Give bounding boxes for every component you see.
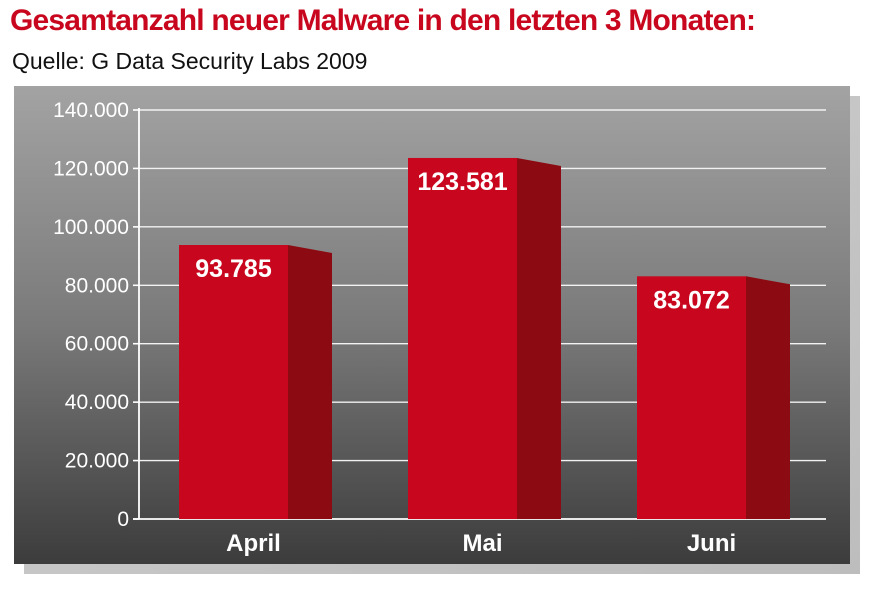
y-tick-label: 140.000	[53, 99, 129, 122]
y-tick-label: 80.000	[65, 274, 129, 297]
y-tick-label: 100.000	[53, 216, 129, 239]
y-tick-label: 0	[117, 508, 129, 531]
data-label: 93.785	[195, 255, 272, 283]
bar-side	[288, 245, 332, 519]
x-tick-label: April	[226, 530, 281, 557]
bar	[408, 157, 517, 520]
chart-title: Gesamtanzahl neuer Malware in den letzte…	[10, 4, 756, 37]
bar-side	[746, 276, 790, 519]
bar	[637, 276, 746, 519]
y-tick-label: 20.000	[65, 450, 129, 473]
x-tick-label: Mai	[462, 530, 502, 557]
y-tick-label: 40.000	[65, 391, 129, 414]
data-label: 83.072	[653, 286, 729, 314]
bar-side	[517, 157, 561, 520]
y-tick-label: 60.000	[65, 333, 129, 356]
y-tick-label: 120.000	[53, 157, 129, 180]
data-label: 123.581	[417, 168, 507, 196]
chart-subtitle: Quelle: G Data Security Labs 2009	[12, 48, 368, 74]
bar	[179, 245, 288, 519]
x-tick-label: Juni	[687, 530, 736, 557]
